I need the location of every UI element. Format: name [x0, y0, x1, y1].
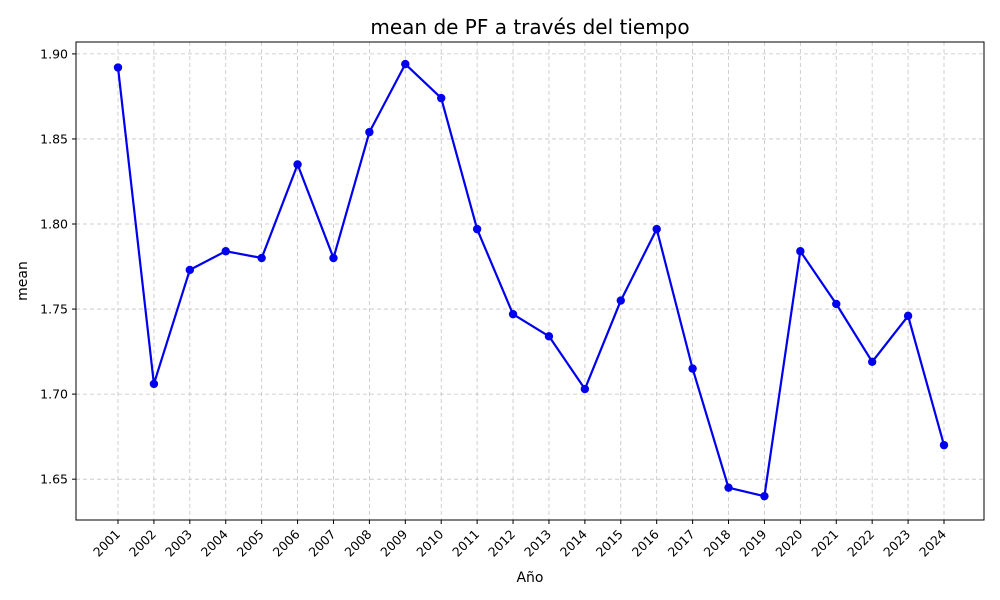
data-point: [832, 299, 841, 309]
chart-title: mean de PF a través del tiempo: [370, 15, 689, 39]
y-axis-label: mean: [15, 261, 31, 301]
data-point: [221, 247, 230, 256]
data-point: [401, 59, 410, 69]
data-point: [724, 483, 733, 492]
data-point: [113, 63, 123, 72]
grid-lines: [76, 42, 984, 520]
data-point: [508, 309, 518, 319]
data-point: [544, 332, 554, 341]
data-point: [939, 440, 949, 450]
data-point: [185, 265, 195, 275]
y-tick-label: 1.80: [40, 217, 68, 232]
y-tick-label: 1.75: [40, 302, 68, 317]
data-point: [616, 296, 625, 305]
data-point: [329, 253, 338, 263]
y-tick-label: 1.70: [40, 387, 68, 402]
series-layer: [113, 59, 949, 501]
series-line: [116, 62, 946, 498]
y-tick-label: 1.85: [40, 131, 68, 146]
data-point: [796, 247, 805, 256]
data-point: [472, 224, 482, 234]
data-point: [867, 357, 877, 367]
data-point: [437, 93, 446, 103]
data-point: [149, 379, 159, 389]
data-point: [293, 160, 302, 169]
x-axis-label: Año: [516, 570, 543, 586]
plot-area-frame: [75, 41, 985, 521]
data-point: [257, 253, 266, 263]
data-point: [652, 224, 661, 234]
data-point: [903, 311, 913, 321]
data-point: [365, 127, 374, 137]
data-point: [760, 491, 769, 501]
y-tick-label: 1.65: [40, 472, 68, 487]
data-point: [688, 364, 697, 373]
data-point: [580, 384, 590, 394]
y-tick-label: 1.90: [40, 46, 68, 61]
y-axis-ticks: 1.65 1.70 1.75 1.80 1.85 1.90: [40, 46, 76, 487]
